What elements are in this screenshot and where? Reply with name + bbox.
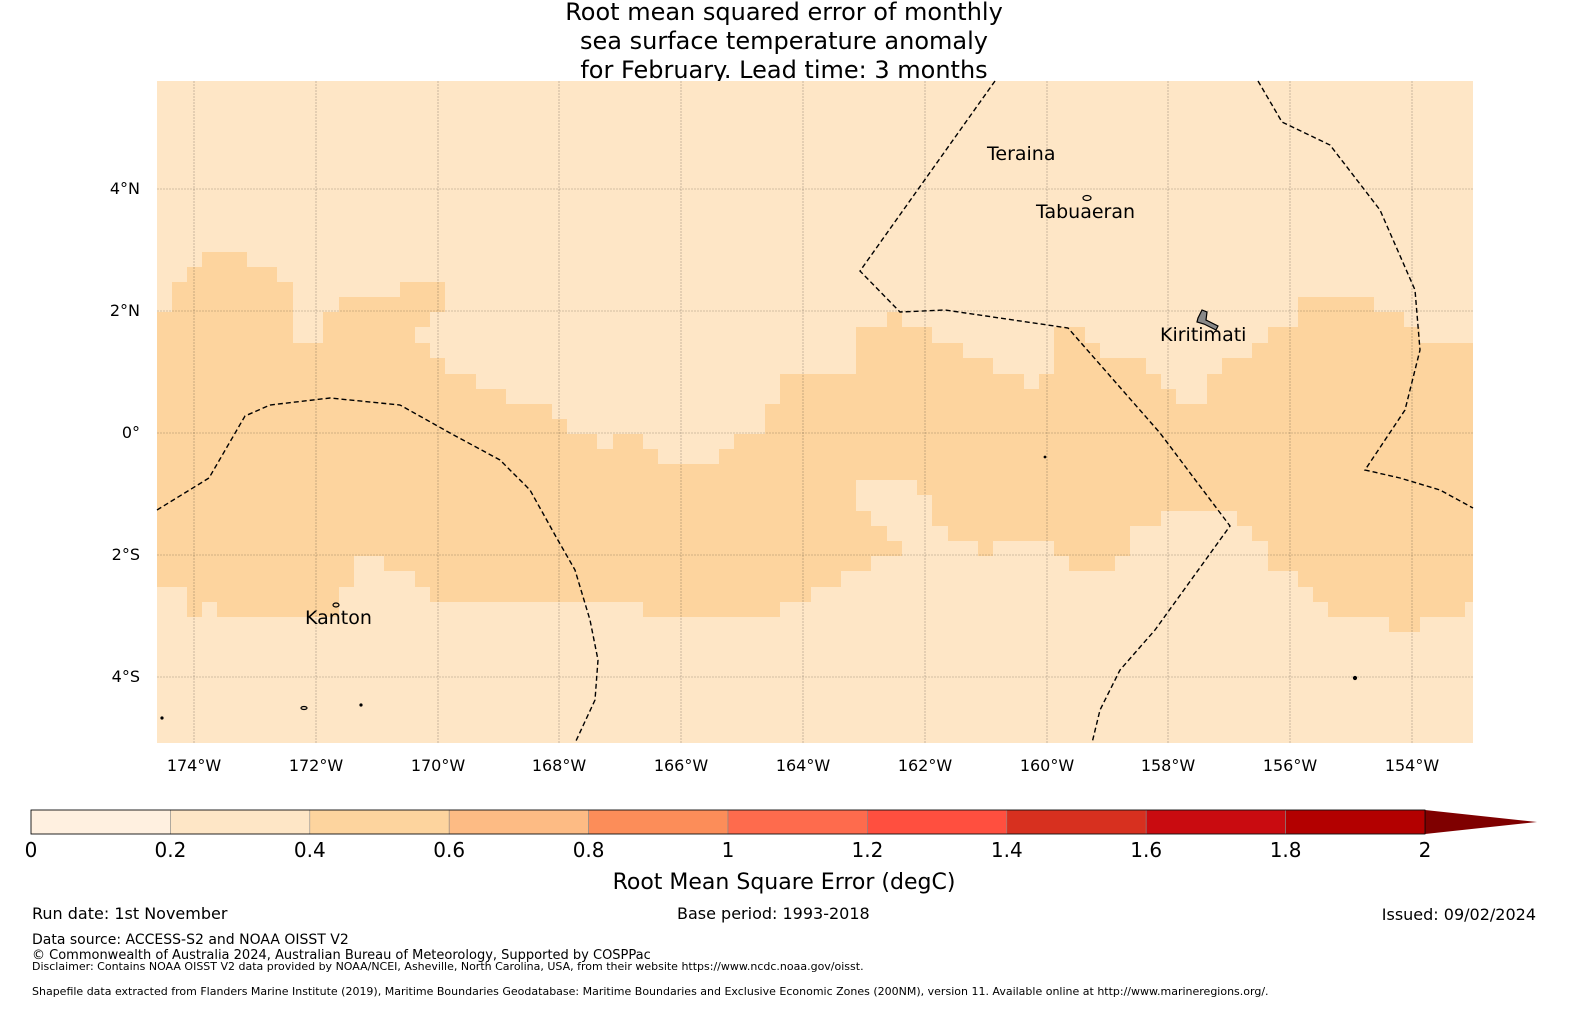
islet — [160, 716, 164, 720]
colorbar-tick: 0.6 — [433, 838, 466, 862]
disclaimer: Disclaimer: Contains NOAA OISST V2 data … — [32, 960, 864, 973]
islet — [300, 705, 308, 711]
colorbar-tick: 1.6 — [1130, 838, 1163, 862]
lon-tick: 170°W — [410, 756, 466, 775]
colorbar-segment — [448, 809, 589, 835]
eez-boundary-kanton — [156, 397, 599, 744]
map-title: Root mean squared error of monthly sea s… — [0, 0, 1568, 85]
lon-tick: 174°W — [166, 756, 222, 775]
islet — [1352, 675, 1358, 681]
kanton-island — [332, 602, 340, 608]
mid-rmse-field — [157, 252, 1473, 632]
colorbar-tick: 1 — [721, 838, 735, 862]
lat-tick: 0° — [121, 423, 140, 442]
copyright: © Commonwealth of Australia 2024, Austra… — [32, 948, 651, 963]
colorbar-tick: 1.2 — [851, 838, 884, 862]
lon-tick: 168°W — [531, 756, 587, 775]
colorbar-tick: 0.2 — [154, 838, 187, 862]
lon-tick: 154°W — [1384, 756, 1440, 775]
lon-tick: 158°W — [1140, 756, 1196, 775]
issued-date: Issued: 09/02/2024 — [1381, 905, 1536, 924]
base-period: Base period: 1993-2018 — [677, 904, 870, 923]
colorbar-segment — [1006, 809, 1147, 835]
eez-boundary-east — [1257, 80, 1474, 509]
colorbar-segment — [1145, 809, 1286, 835]
colorbar-segment — [588, 809, 729, 835]
islet — [359, 703, 363, 707]
lat-tick: 2°N — [109, 301, 140, 320]
lon-tick: 164°W — [775, 756, 831, 775]
lon-tick: 172°W — [288, 756, 344, 775]
colorbar-segment — [867, 809, 1008, 835]
colorbar-segment — [309, 809, 450, 835]
title-line: Root mean squared error of monthly — [565, 0, 1003, 26]
island-label-tabuaeran: Tabuaeran — [1036, 201, 1136, 223]
colorbar-tick: 1.4 — [990, 838, 1023, 862]
low-rmse-patch — [856, 480, 1054, 556]
title-line: for February. Lead time: 3 months — [580, 56, 988, 84]
colorbar-segment — [727, 809, 868, 835]
island-label-kiritimati: Kiritimati — [1160, 324, 1247, 346]
run-date: Run date: 1st November — [32, 904, 228, 923]
eez-boundaries — [156, 80, 1474, 744]
lat-tick: 4°S — [111, 667, 140, 686]
colorbar-tick: 1.8 — [1269, 838, 1302, 862]
islet — [1043, 455, 1047, 459]
island-label-teraina: Teraina — [987, 143, 1056, 165]
colorbar-segment — [170, 809, 311, 835]
lat-tick: 2°S — [111, 545, 140, 564]
colorbar-tick: 2 — [1418, 838, 1432, 862]
shapefile-credit: Shapefile data extracted from Flanders M… — [32, 985, 1269, 998]
colorbar-tick: 0.4 — [293, 838, 326, 862]
colorbar-segment — [30, 809, 171, 835]
colorbar-tick: 0.8 — [572, 838, 605, 862]
map-panel — [156, 80, 1474, 744]
lon-tick: 162°W — [897, 756, 953, 775]
island-shapes — [160, 194, 1358, 720]
colorbar-segment — [1285, 809, 1426, 835]
lat-tick: 4°N — [109, 179, 140, 198]
kiritimati-island — [1196, 309, 1219, 331]
colorbar-extend-arrow — [1425, 810, 1537, 834]
lon-tick: 156°W — [1262, 756, 1318, 775]
colorbar — [30, 809, 1537, 835]
data-source: Data source: ACCESS-S2 and NOAA OISST V2 — [32, 932, 349, 948]
island-label-kanton: Kanton — [305, 607, 372, 629]
graticule — [157, 81, 1473, 743]
lon-tick: 160°W — [1019, 756, 1075, 775]
colorbar-outline — [30, 809, 1426, 835]
colorbar-tick: 0 — [24, 838, 38, 862]
colorbar-label: Root Mean Square Error (degC) — [612, 870, 956, 895]
lon-tick: 166°W — [653, 756, 709, 775]
title-line: sea surface temperature anomaly — [580, 27, 988, 55]
tabuaeran-island — [1082, 194, 1092, 202]
